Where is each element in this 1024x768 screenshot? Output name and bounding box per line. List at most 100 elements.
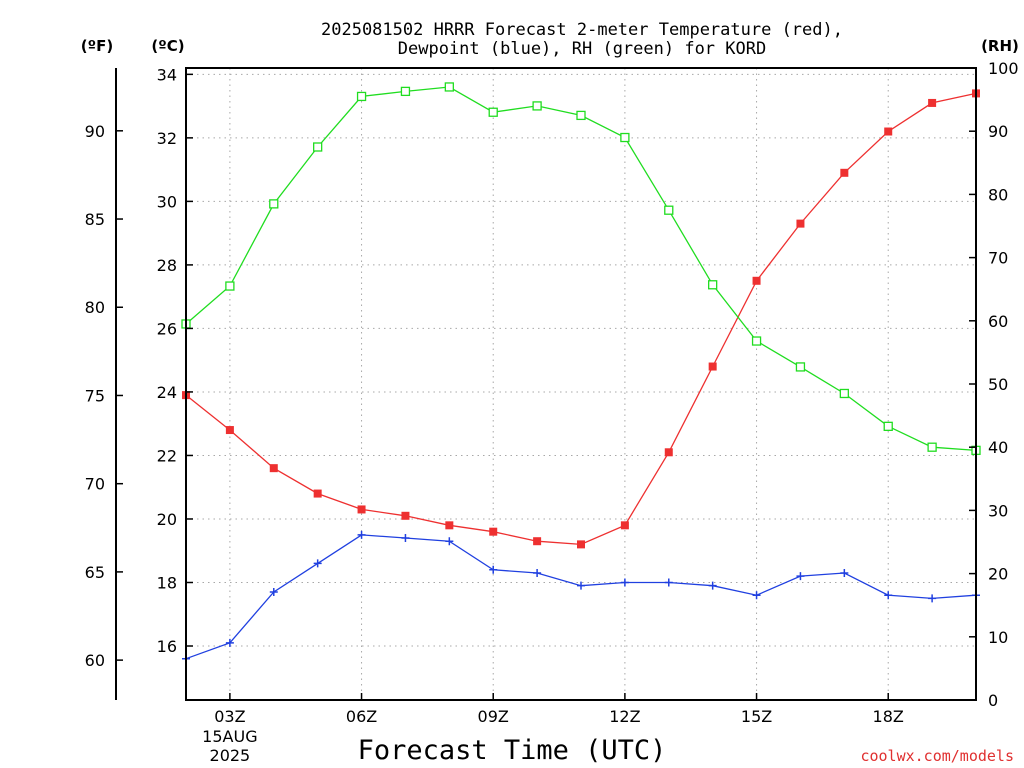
temperature-point-12	[708, 362, 717, 371]
tick-label-rh-100: 100	[988, 59, 1019, 78]
rh-point-1	[225, 281, 235, 291]
tick-label-c-30: 30	[157, 192, 177, 211]
tick-label-f-85: 85	[85, 210, 105, 229]
rh-point-17	[927, 442, 937, 452]
tick-label-rh-0: 0	[988, 691, 998, 710]
tick-label-c-16: 16	[157, 637, 177, 656]
tick-label-c-24: 24	[157, 383, 177, 402]
rh-point-6	[444, 82, 454, 92]
tick-label-f-80: 80	[85, 298, 105, 317]
temperature-point-3	[313, 489, 322, 498]
tick-label-c-34: 34	[157, 65, 177, 84]
plot-frame	[185, 67, 977, 701]
series-layer	[181, 82, 981, 663]
tick-label-f-65: 65	[85, 563, 105, 582]
dewpoint-point-8	[533, 568, 542, 577]
tick-label-c-20: 20	[157, 510, 177, 529]
dewpoint-point-9	[577, 581, 585, 590]
tick-label-x-12Z: 12Z	[609, 707, 640, 726]
dewpoint-point-17	[928, 594, 937, 603]
tick-label-rh-80: 80	[988, 185, 1008, 204]
tick-label-x-18Z: 18Z	[873, 707, 904, 726]
tick-label-f-75: 75	[85, 386, 105, 405]
dewpoint-point-15	[840, 568, 849, 577]
dewpoint-point-1	[225, 638, 234, 647]
tick-label-rh-60: 60	[988, 312, 1008, 331]
tick-label-rh-20: 20	[988, 565, 1008, 584]
rh-point-14	[795, 362, 806, 372]
series-rh	[181, 82, 981, 456]
tick-label-c-28: 28	[157, 256, 177, 275]
chart-title-line-1: 2025081502 HRRR Forecast 2-meter Tempera…	[321, 20, 843, 40]
unit-label-celsius: (ºC)	[151, 37, 184, 55]
tick-label-x-09Z: 09Z	[478, 707, 509, 726]
tick-label-rh-70: 70	[988, 249, 1008, 268]
tick-label-f-70: 70	[85, 475, 105, 494]
tick-label-x-06Z: 06Z	[346, 707, 377, 726]
series-line-temperature	[185, 92, 977, 546]
dewpoint-point-12	[708, 581, 717, 590]
temperature-point-1	[225, 426, 234, 435]
temperature-point-11	[664, 448, 673, 457]
tick-label-c-22: 22	[157, 446, 177, 465]
temperature-point-7	[489, 527, 498, 536]
tick-label-rh-90: 90	[988, 122, 1008, 141]
rh-point-13	[751, 336, 762, 346]
rh-point-8	[532, 101, 542, 111]
tick-label-c-26: 26	[157, 319, 177, 338]
temperature-point-4	[357, 505, 366, 514]
tick-label-rh-30: 30	[988, 501, 1008, 520]
series-line-dewpoint	[185, 534, 977, 660]
dewpoint-point-2	[269, 588, 278, 597]
chart-title-line-2: Dewpoint (blue), RH (green) for KORD	[398, 39, 766, 59]
tick-label-c-18: 18	[157, 573, 177, 592]
series-dewpoint	[182, 530, 980, 663]
tick-label-rh-10: 10	[988, 628, 1008, 647]
dewpoint-point-7	[489, 565, 498, 574]
temperature-point-2	[269, 464, 278, 473]
rh-point-16	[883, 421, 893, 431]
temperature-point-10	[620, 521, 629, 530]
rh-point-5	[400, 86, 411, 97]
credit-label: coolwx.com/models	[860, 747, 1014, 765]
dewpoint-point-10	[620, 578, 629, 587]
unit-label-rh: (RH)	[981, 37, 1019, 55]
temperature-point-16	[884, 127, 893, 136]
tick-label-x-03Z: 03Z	[214, 707, 245, 726]
grid	[186, 68, 976, 700]
tick-label-f-60: 60	[85, 651, 105, 670]
series-temperature	[182, 89, 980, 549]
temperature-point-9	[577, 540, 585, 549]
series-line-rh	[185, 86, 977, 452]
rh-point-11	[664, 205, 674, 215]
rh-point-7	[488, 107, 498, 117]
dewpoint-point-5	[401, 534, 410, 543]
x-axis-label: Forecast Time (UTC)	[358, 735, 667, 766]
rh-point-2	[269, 199, 279, 209]
dewpoint-point-4	[357, 530, 366, 539]
temperature-point-5	[401, 511, 410, 520]
rh-point-15	[839, 388, 849, 399]
rh-point-10	[620, 132, 630, 143]
tick-sublabel-03Z-0: 15AUG	[202, 727, 257, 746]
tick-sublabel-03Z-1: 2025	[210, 746, 251, 765]
temperature-point-17	[928, 98, 937, 107]
dewpoint-point-6	[445, 537, 454, 546]
tick-label-c-32: 32	[157, 129, 177, 148]
rh-point-9	[576, 110, 586, 121]
unit-label-fahrenheit: (ºF)	[81, 37, 113, 55]
temperature-point-8	[533, 537, 542, 546]
temperature-point-13	[752, 276, 761, 285]
dewpoint-point-16	[884, 591, 893, 600]
rh-point-4	[356, 91, 367, 102]
temperature-point-6	[445, 521, 454, 530]
tick-label-rh-50: 50	[988, 375, 1008, 394]
tick-label-f-90: 90	[85, 122, 105, 141]
rh-point-12	[708, 280, 718, 290]
tick-label-rh-40: 40	[988, 438, 1008, 457]
tick-label-x-15Z: 15Z	[741, 707, 772, 726]
dewpoint-point-13	[752, 591, 761, 600]
dewpoint-point-3	[313, 559, 322, 568]
